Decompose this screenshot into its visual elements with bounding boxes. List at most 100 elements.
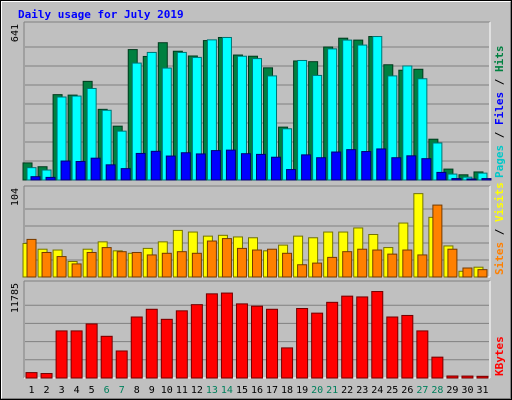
bar-kbytes-23	[356, 296, 369, 379]
bar-sites-19	[297, 264, 308, 278]
bar-kbytes-2	[40, 373, 53, 379]
legend-item-kbytes: KBytes	[493, 336, 506, 376]
x-tick-label-20: 20	[311, 385, 323, 396]
series-pages	[30, 148, 492, 181]
bar-kbytes-27	[416, 330, 429, 379]
bar-pages-28	[436, 171, 447, 181]
legend-item-visits: Visits	[493, 182, 506, 222]
x-tick-label-27: 27	[416, 385, 428, 396]
bar-kbytes-5	[85, 323, 98, 379]
x-tick-label-14: 14	[221, 385, 233, 396]
x-tick-label-9: 9	[149, 385, 155, 396]
bar-sites-10	[161, 252, 172, 278]
legend-kbytes: KBytes	[493, 336, 506, 376]
x-tick-label-31: 31	[476, 385, 488, 396]
bar-sites-2	[41, 251, 52, 278]
x-tick-label-25: 25	[386, 385, 398, 396]
x-tick-label-13: 13	[206, 385, 218, 396]
bar-sites-14	[221, 238, 232, 278]
bar-pages-20	[316, 157, 327, 181]
bar-sites-20	[312, 262, 323, 278]
x-tick-label-28: 28	[431, 385, 443, 396]
bar-pages-11	[180, 152, 191, 181]
x-tick-label-2: 2	[44, 385, 50, 396]
legend-separator: /	[493, 72, 506, 92]
bar-pages-21	[331, 151, 342, 181]
series-files	[26, 36, 488, 181]
x-tick-label-18: 18	[281, 385, 293, 396]
x-tick-label-1: 1	[29, 385, 35, 396]
bar-pages-27	[421, 158, 432, 181]
bar-pages-8	[135, 152, 146, 181]
bar-pages-16	[256, 153, 266, 181]
x-tick-label-3: 3	[59, 385, 65, 396]
bar-pages-3	[60, 160, 71, 181]
bar-pages-6	[105, 164, 116, 181]
bar-sites-22	[342, 251, 353, 278]
x-tick-label-4: 4	[74, 385, 80, 396]
bar-pages-29	[451, 178, 462, 181]
legend-separator: /	[493, 125, 506, 145]
bar-kbytes-29	[446, 375, 459, 379]
bar-sites-29	[447, 248, 458, 278]
bar-sites-17	[267, 248, 278, 278]
x-tick-label-15: 15	[236, 385, 248, 396]
bar-sites-5	[86, 251, 97, 278]
bar-pages-13	[210, 150, 221, 181]
bar-kbytes-16	[251, 305, 263, 379]
bar-kbytes-30	[461, 375, 474, 379]
bar-sites-23	[357, 248, 368, 278]
bar-pages-15	[240, 153, 251, 181]
bar-kbytes-22	[341, 295, 354, 379]
bar-pages-31	[481, 178, 492, 181]
legend-item-hits: Hits	[493, 46, 506, 73]
bar-sites-6	[101, 247, 112, 278]
x-axis-labels: 1 2 3 4 5 6 7 8 9 10 11 12 13 14 15 16 17 18 19 20 21 22 23 24 2…	[29, 385, 489, 396]
x-tick-label-30: 30	[461, 385, 473, 396]
bar-kbytes-15	[235, 303, 248, 379]
bar-sites-9	[146, 254, 157, 278]
bar-sites-4	[71, 263, 82, 278]
bar-pages-7	[120, 168, 131, 181]
series-kbytes	[25, 291, 489, 379]
x-tick-label-21: 21	[326, 385, 338, 396]
bar-sites-16	[252, 249, 262, 278]
bar-pages-12	[195, 153, 206, 181]
bar-pages-23	[361, 151, 372, 181]
bar-kbytes-18	[281, 347, 294, 379]
bar-kbytes-3	[55, 330, 68, 379]
bar-sites-26	[402, 249, 413, 278]
bar-pages-26	[406, 155, 417, 181]
bar-sites-8	[131, 251, 142, 278]
bar-pages-1	[30, 176, 41, 181]
panel-visits-sites: 104 Sites / Visits	[10, 182, 506, 278]
bar-pages-2	[45, 176, 56, 181]
chart-panels: 641 Pages / Files / Hits 104 Sites / Visits…	[10, 21, 506, 379]
bar-pages-9	[150, 150, 161, 181]
bar-kbytes-9	[145, 308, 158, 379]
legend-item-pages: Pages	[493, 145, 506, 178]
x-tick-label-22: 22	[341, 385, 353, 396]
bar-sites-27	[417, 254, 428, 278]
bar-kbytes-17	[266, 308, 279, 379]
legend-item-files: Files	[493, 92, 506, 125]
legend-item-sites: Sites	[493, 242, 506, 275]
bar-pages-17	[271, 156, 282, 181]
series-sites	[26, 204, 488, 278]
x-tick-label-29: 29	[446, 385, 458, 396]
x-tick-label-8: 8	[134, 385, 140, 396]
bar-sites-13	[206, 240, 217, 278]
bar-sites-11	[176, 251, 187, 278]
x-tick-label-12: 12	[191, 385, 203, 396]
bar-kbytes-13	[205, 293, 218, 379]
bar-sites-15	[236, 247, 247, 278]
legend-visits-sites: Sites / Visits	[493, 182, 506, 275]
bar-kbytes-8	[130, 316, 143, 379]
x-tick-label-19: 19	[296, 385, 308, 396]
x-tick-label-26: 26	[401, 385, 413, 396]
bar-kbytes-31	[476, 375, 489, 379]
x-tick-label-16: 16	[251, 385, 263, 396]
bar-pages-22	[346, 149, 357, 181]
bar-kbytes-25	[386, 316, 399, 379]
